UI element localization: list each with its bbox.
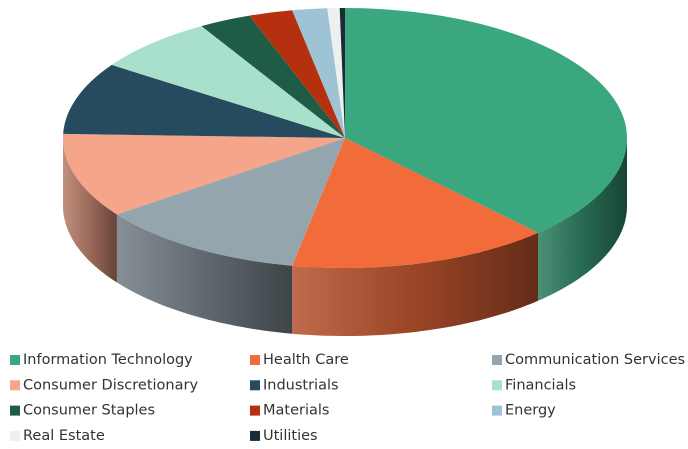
legend-label: Energy bbox=[505, 403, 556, 419]
slice-side-shade bbox=[116, 214, 293, 334]
legend-swatch bbox=[10, 430, 20, 441]
legend-label: Materials bbox=[263, 403, 329, 419]
legend: Information Technology Health Care Communi… bbox=[10, 352, 685, 444]
pie-sides bbox=[63, 138, 627, 336]
legend-swatch bbox=[250, 355, 260, 365]
legend-label: Communication Services bbox=[505, 352, 685, 368]
legend-swatch bbox=[250, 380, 260, 391]
legend-swatch bbox=[492, 380, 502, 391]
pie-tops bbox=[63, 8, 627, 268]
legend-label: Real Estate bbox=[23, 428, 105, 444]
pie-slice bbox=[327, 8, 345, 138]
pie-slice bbox=[201, 15, 345, 138]
pie-slice bbox=[111, 26, 345, 138]
legend-label: Industrials bbox=[263, 377, 339, 393]
legend-swatch bbox=[10, 405, 20, 416]
slice-side-shade bbox=[292, 232, 538, 336]
pie-slice bbox=[63, 133, 345, 215]
legend-swatch bbox=[250, 430, 260, 441]
legend-label: Consumer Staples bbox=[23, 403, 155, 419]
legend-swatch bbox=[10, 380, 20, 391]
legend-label: Financials bbox=[505, 377, 576, 393]
pie-slice bbox=[345, 8, 627, 233]
pie-slice bbox=[292, 8, 345, 138]
pie-slice bbox=[292, 138, 539, 268]
legend-label: Consumer Discretionary bbox=[23, 377, 198, 393]
legend-swatch bbox=[492, 405, 502, 416]
slice-side-shade bbox=[538, 138, 627, 301]
pie-slice bbox=[63, 64, 345, 138]
slice-side-shade bbox=[63, 138, 117, 283]
legend-swatch bbox=[10, 355, 20, 365]
legend-label: Health Care bbox=[263, 352, 349, 368]
pie-slice bbox=[339, 8, 345, 138]
legend-swatch bbox=[492, 355, 502, 365]
legend-label: Information Technology bbox=[23, 352, 193, 368]
legend-label: Utilities bbox=[263, 428, 318, 444]
pie-slice bbox=[249, 10, 345, 138]
legend-swatch bbox=[250, 405, 260, 416]
pie-slice bbox=[116, 138, 345, 266]
